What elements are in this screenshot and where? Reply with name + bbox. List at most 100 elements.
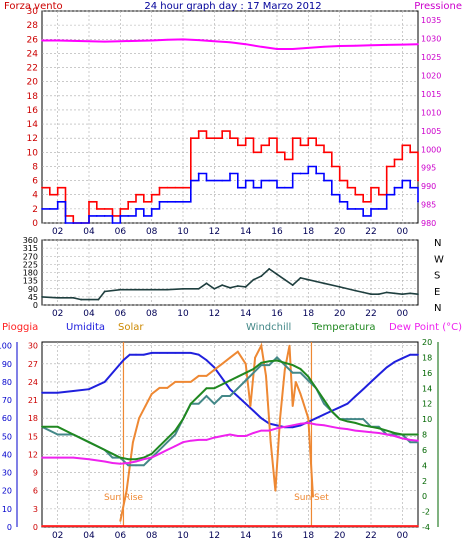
series-raffica	[42, 165, 419, 224]
data-point	[166, 288, 169, 291]
data-point	[307, 379, 310, 382]
data-point	[205, 179, 208, 182]
data-point	[283, 361, 286, 364]
x-tick-label: 14	[240, 531, 252, 541]
data-point	[385, 193, 388, 196]
data-point	[158, 452, 161, 455]
data-point	[122, 359, 125, 362]
data-point	[401, 357, 404, 360]
data-point	[135, 458, 137, 461]
data-point	[244, 362, 247, 365]
data-point	[127, 464, 130, 467]
data-point	[252, 432, 255, 434]
data-point	[182, 287, 184, 290]
data-point	[72, 390, 75, 392]
data-point	[166, 441, 169, 444]
data-point	[370, 186, 372, 189]
data-point	[72, 433, 75, 436]
data-point	[346, 186, 349, 189]
data-point	[56, 433, 59, 436]
y-tick-label: 0	[33, 301, 38, 310]
data-point	[377, 207, 380, 210]
y-left-tick-label: 26	[27, 35, 39, 45]
data-point	[377, 293, 380, 296]
data-point	[385, 165, 388, 168]
data-point	[283, 158, 286, 161]
data-point	[88, 200, 90, 203]
y-right-tick-label: 1030	[421, 35, 441, 44]
data-point	[315, 280, 318, 283]
left-axis-title: Forza vento	[4, 1, 63, 12]
data-point	[393, 361, 396, 363]
data-point	[111, 462, 114, 464]
y-right-tick-label: 0	[422, 492, 427, 501]
data-point	[244, 402, 247, 405]
x-tick-label: 06	[115, 227, 127, 237]
data-point	[150, 207, 153, 210]
data-point	[131, 441, 134, 444]
data-point	[119, 215, 122, 217]
data-point	[417, 179, 419, 182]
data-point	[142, 464, 145, 467]
data-point	[127, 462, 130, 464]
data-point	[354, 395, 357, 398]
data-point	[401, 293, 404, 296]
y-left-tick-label: 10	[27, 148, 39, 158]
data-point	[56, 391, 59, 394]
x-tick-label: 22	[365, 227, 376, 237]
data-point	[244, 43, 247, 46]
data-point	[260, 179, 263, 182]
data-point	[119, 207, 122, 210]
data-point	[279, 417, 282, 420]
data-point	[315, 387, 318, 390]
x-tick-label: 06	[115, 531, 127, 541]
data-point	[158, 449, 161, 451]
data-point	[166, 351, 169, 354]
data-point	[150, 351, 153, 354]
data-point	[338, 286, 341, 288]
y-mid-tick-label: 18	[28, 414, 38, 423]
data-point	[252, 278, 255, 281]
data-point	[119, 462, 122, 465]
data-point	[135, 353, 137, 356]
data-point	[144, 405, 147, 407]
y-right-tick-label: -2	[422, 508, 430, 517]
y-left-tick-label: 4	[32, 191, 38, 201]
data-point	[354, 44, 357, 47]
data-point	[252, 410, 255, 412]
data-point	[95, 215, 98, 217]
data-point	[236, 395, 239, 398]
data-point	[174, 351, 177, 354]
data-point	[276, 359, 278, 362]
data-point	[417, 439, 419, 442]
data-point	[288, 344, 291, 347]
data-point	[299, 371, 302, 374]
x-tick-label: 08	[146, 227, 158, 237]
data-point	[48, 207, 51, 210]
x-tick-label: 04	[83, 531, 95, 541]
data-point	[135, 39, 137, 42]
data-point	[274, 489, 277, 492]
y-right-tick-label: 1010	[421, 108, 441, 117]
data-point	[166, 186, 169, 189]
data-point	[307, 278, 310, 281]
data-point	[315, 144, 318, 147]
data-point	[276, 273, 278, 276]
data-point	[229, 172, 231, 175]
data-point	[370, 425, 372, 428]
data-point	[158, 445, 161, 447]
data-point	[103, 207, 106, 210]
data-point	[354, 207, 357, 210]
data-point	[260, 417, 263, 420]
data-point	[323, 413, 325, 416]
y-right-tick-label: 2	[422, 477, 427, 486]
data-point	[221, 383, 224, 386]
data-point	[362, 424, 365, 427]
data-point	[291, 371, 294, 374]
data-point	[182, 381, 184, 383]
y-tick-label: 135	[23, 277, 38, 286]
y-left-tick-label: 20	[27, 78, 39, 88]
data-point	[276, 151, 278, 154]
legend-entry: Pioggia	[2, 322, 38, 333]
y-left-tick-label: 18	[27, 92, 39, 102]
